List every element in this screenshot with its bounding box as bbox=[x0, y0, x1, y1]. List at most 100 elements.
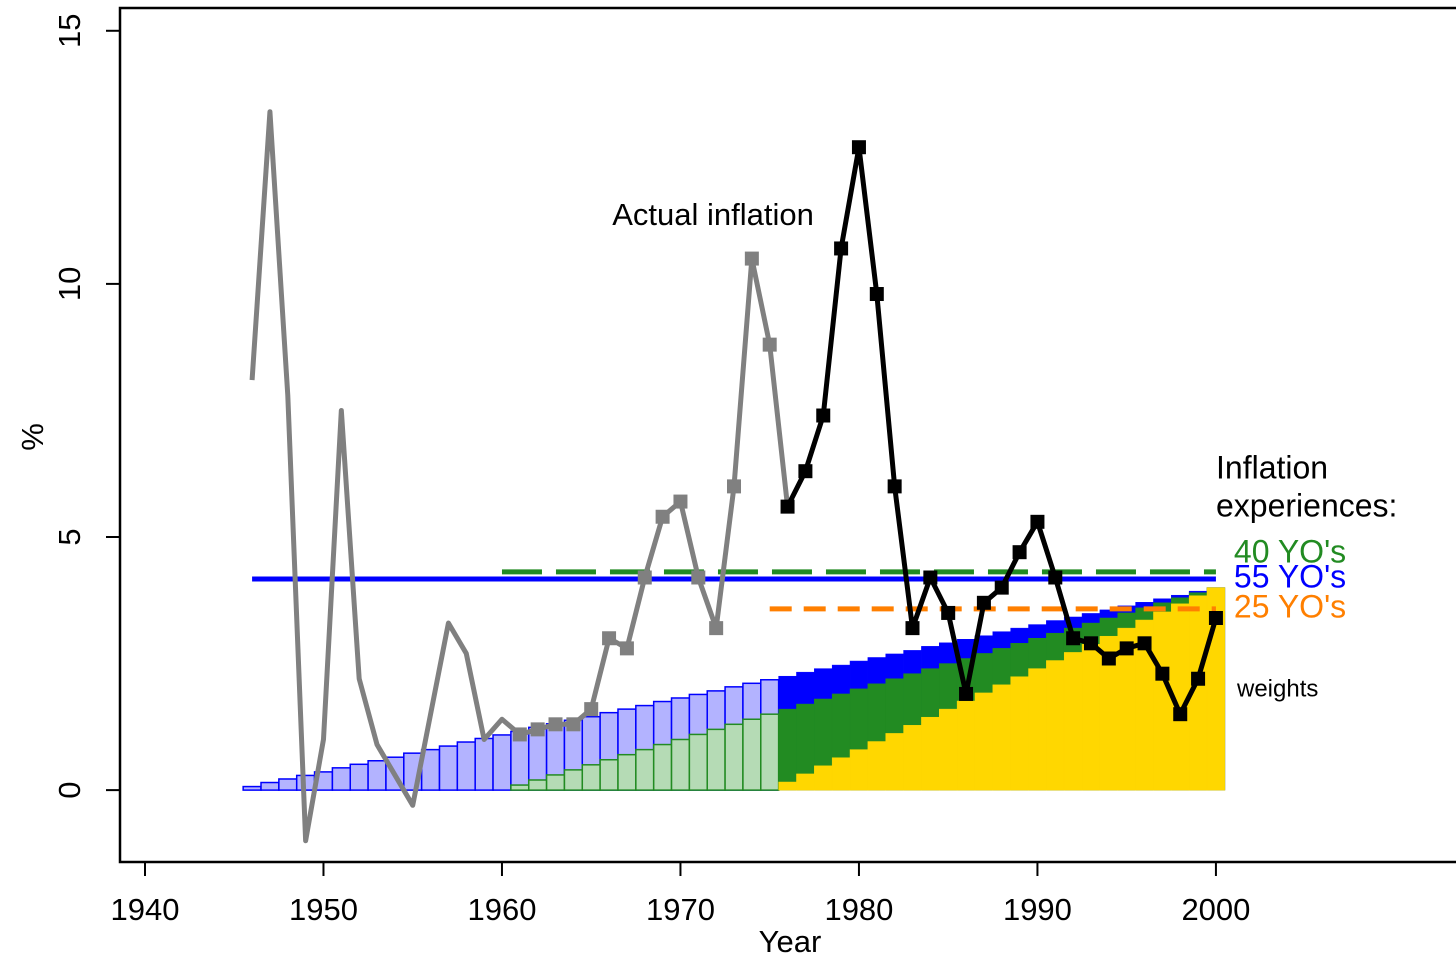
inflation-marker bbox=[959, 686, 974, 701]
weight-bar bbox=[956, 700, 976, 791]
weight-bar bbox=[474, 737, 494, 791]
inflation-marker bbox=[602, 631, 617, 646]
inflation-marker bbox=[1012, 545, 1027, 560]
x-tick-label: 1970 bbox=[646, 892, 715, 927]
y-tick-label: 10 bbox=[52, 267, 87, 301]
inflation-marker bbox=[762, 337, 777, 352]
inflation-marker bbox=[673, 494, 688, 509]
weight-bar bbox=[652, 743, 673, 791]
weight-bar bbox=[527, 779, 548, 791]
weight-bar bbox=[778, 781, 797, 791]
x-axis-label: Year bbox=[759, 924, 822, 959]
plot-frame bbox=[118, 6, 1456, 864]
x-tick-label: 1990 bbox=[1003, 892, 1072, 927]
weight-bar bbox=[1010, 676, 1029, 791]
inflation-marker bbox=[923, 570, 938, 585]
y-tick-label: 5 bbox=[52, 528, 87, 545]
inflation-marker bbox=[709, 621, 724, 636]
weight-bar bbox=[349, 763, 369, 791]
x-tick-label: 1950 bbox=[289, 892, 358, 927]
inflation-marker bbox=[1083, 636, 1098, 651]
annotation: Actual inflation bbox=[612, 197, 814, 232]
weight-bar bbox=[438, 745, 459, 791]
weights-label: weights bbox=[1236, 675, 1318, 702]
weight-bar bbox=[278, 778, 298, 791]
weight-bar bbox=[706, 728, 726, 791]
weight-bar bbox=[331, 767, 352, 791]
weight-bar bbox=[814, 765, 833, 791]
inflation-marker bbox=[1119, 641, 1134, 656]
inflation-marker bbox=[1048, 570, 1063, 585]
weight-bar bbox=[242, 785, 262, 791]
legend-label: 40 YO's bbox=[1234, 533, 1346, 569]
inflation-marker bbox=[1191, 671, 1206, 686]
weight-bar bbox=[617, 753, 637, 791]
weight-bar bbox=[599, 758, 619, 791]
weight-bar bbox=[1063, 652, 1083, 791]
weight-bar bbox=[1081, 644, 1101, 791]
inflation-marker bbox=[834, 241, 849, 256]
inflation-marker bbox=[780, 499, 795, 514]
weight-bar bbox=[742, 718, 762, 791]
inflation-marker bbox=[941, 605, 956, 620]
weight-bar bbox=[581, 764, 601, 791]
legend-label: 55 YO's bbox=[1234, 558, 1346, 594]
weight-bar bbox=[778, 708, 797, 791]
weight-bar bbox=[921, 716, 940, 791]
weight-bar bbox=[670, 738, 691, 791]
weight-bar bbox=[939, 708, 958, 791]
inflation-marker bbox=[691, 570, 706, 585]
weight-bar bbox=[1046, 660, 1065, 791]
weight-bar bbox=[545, 774, 566, 791]
weight-bar bbox=[1153, 611, 1172, 791]
inflation-marker bbox=[744, 251, 759, 266]
inflation-marker bbox=[727, 479, 742, 494]
weight-bar bbox=[867, 741, 886, 791]
inflation-marker bbox=[1101, 651, 1116, 666]
weight-bar bbox=[260, 781, 280, 791]
legend-title: experiences: bbox=[1216, 487, 1397, 523]
inflation-marker bbox=[887, 479, 902, 494]
weight-bar bbox=[831, 757, 851, 791]
weight-bar bbox=[688, 733, 708, 791]
inflation-marker bbox=[512, 727, 527, 742]
inflation-marker bbox=[619, 641, 634, 656]
inflation-marker bbox=[1155, 666, 1170, 681]
y-tick-label: 15 bbox=[52, 14, 87, 48]
inflation-marker bbox=[905, 621, 920, 636]
weight-bar bbox=[903, 725, 922, 791]
inflation-marker bbox=[869, 287, 884, 302]
inflation-marker bbox=[1173, 707, 1188, 722]
legend-title: Inflation bbox=[1216, 449, 1328, 485]
weight-bar bbox=[367, 760, 387, 791]
inflation-marker bbox=[798, 464, 813, 479]
inflation-marker bbox=[816, 408, 831, 423]
inflation-marker bbox=[1066, 631, 1081, 646]
inflation-marker bbox=[976, 595, 991, 610]
inflation-marker bbox=[1208, 611, 1223, 625]
weight-bar bbox=[510, 784, 530, 791]
inflation-marker bbox=[530, 722, 545, 737]
inflation-marker bbox=[851, 140, 866, 155]
x-tick-label: 1960 bbox=[467, 892, 536, 927]
weight-bar bbox=[456, 741, 476, 791]
weight-bar bbox=[849, 749, 869, 791]
inflation-marker bbox=[994, 580, 1009, 595]
weight-bars bbox=[242, 587, 1226, 791]
inflation-marker bbox=[584, 702, 599, 717]
inflation-marker bbox=[566, 717, 581, 732]
weight-bar bbox=[1028, 668, 1047, 791]
x-tick-label: 2000 bbox=[1181, 892, 1250, 927]
inflation-marker bbox=[548, 717, 563, 732]
weight-bar bbox=[885, 733, 904, 791]
inflation-marker bbox=[1137, 636, 1152, 651]
weight-bar bbox=[492, 734, 512, 791]
weight-bar bbox=[635, 748, 655, 791]
weight-bar bbox=[563, 769, 584, 791]
lines bbox=[249, 109, 1223, 844]
weight-bar bbox=[760, 713, 780, 791]
x-tick-label: 1980 bbox=[824, 892, 893, 927]
inflation-marker bbox=[637, 570, 652, 585]
weight-bar bbox=[992, 684, 1011, 791]
